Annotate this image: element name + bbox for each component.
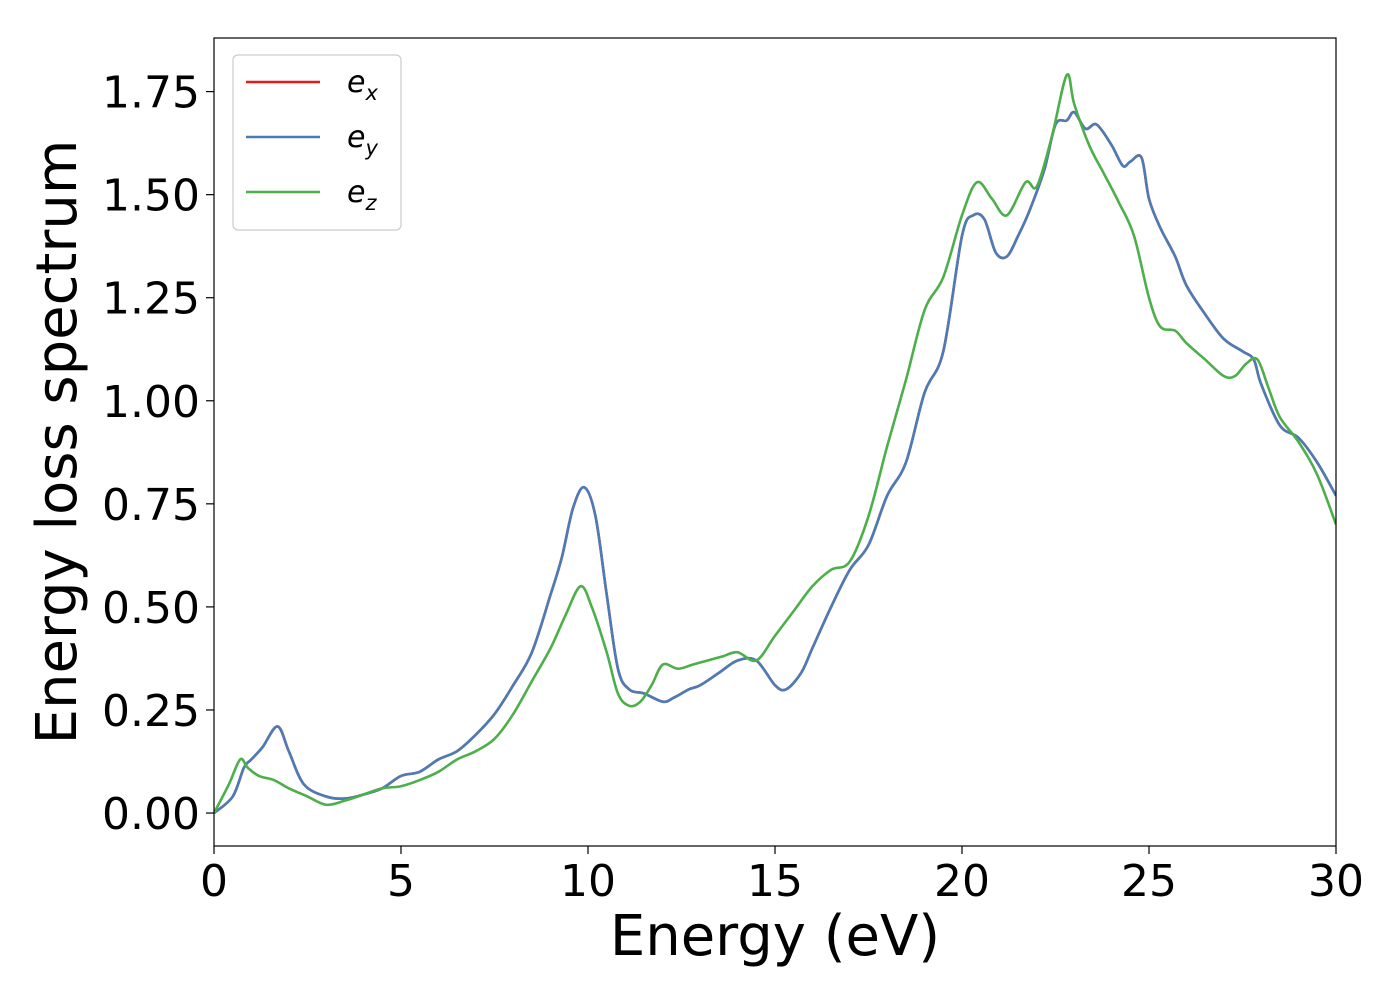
y-tick-label: 0.50 [102,583,200,634]
x-axis-label: Energy (eV) [610,904,940,969]
x-axis: 0 5 10 15 20 25 30 [200,846,1364,907]
x-tick-label: 5 [387,856,415,907]
x-tick-label: 20 [934,856,990,907]
x-tick-label: 0 [200,856,228,907]
x-tick-label: 10 [560,856,616,907]
series-line-z [214,72,1336,814]
x-tick-label: 15 [747,856,803,907]
series-layer [214,72,1336,815]
y-tick-label: 1.75 [102,68,200,119]
y-axis-label: Energy loss spectrum [25,140,90,745]
x-tick-label: 30 [1308,856,1364,907]
y-tick-label: 0.25 [102,686,200,737]
legend-label-x: ex [347,65,378,105]
y-tick-label: 0.00 [102,789,200,840]
x-tick-label: 25 [1121,856,1177,907]
legend-label-y: ey [347,120,378,160]
y-tick-label: 1.25 [102,274,200,325]
y-tick-label: 0.75 [102,480,200,531]
y-axis: 0.00 0.25 0.50 0.75 1.00 1.25 1.50 1.75 [102,68,214,840]
legend-box [232,54,402,231]
legend-label-z: ez [347,175,377,215]
legend: ex ey ez [232,54,402,231]
y-tick-label: 1.50 [102,171,200,222]
y-tick-label: 1.00 [102,377,200,428]
series-line-y [214,110,1336,815]
